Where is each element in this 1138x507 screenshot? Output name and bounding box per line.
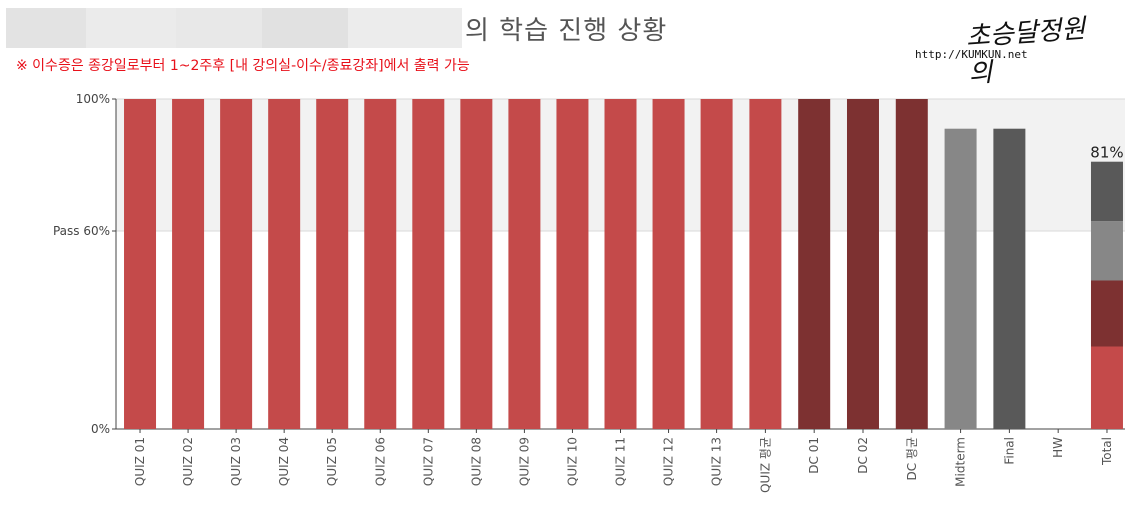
bar-midterm xyxy=(944,128,977,429)
x-tick-label: Midterm xyxy=(954,437,968,487)
bar-quiz-평균 xyxy=(749,99,782,429)
bar-quiz-04 xyxy=(268,99,301,429)
bar-final xyxy=(993,128,1026,429)
bar-quiz-10 xyxy=(556,99,589,429)
x-tick-label: QUIZ 11 xyxy=(614,437,628,486)
x-tick-label: QUIZ 평균 xyxy=(758,437,772,493)
x-tick-label: QUIZ 07 xyxy=(421,437,435,486)
student-name-blurred xyxy=(176,8,262,48)
y-tick-label: 100% xyxy=(76,92,110,106)
site-logo[interactable]: 초승달정원의 http://KUMKUN.net xyxy=(915,12,1095,89)
student-name-blurred xyxy=(348,8,462,48)
bar-quiz-01 xyxy=(124,99,157,429)
x-tick-label: HW xyxy=(1051,437,1065,458)
x-tick-label: QUIZ 02 xyxy=(181,437,195,486)
bar-quiz-02 xyxy=(172,99,205,429)
logo-url: http://KUMKUN.net xyxy=(915,48,1028,61)
x-tick-label: QUIZ 03 xyxy=(229,437,243,486)
bar-dc-02 xyxy=(846,99,879,429)
x-tick-label: QUIZ 05 xyxy=(325,437,339,486)
x-tick-label: QUIZ 08 xyxy=(469,437,483,486)
x-tick-label: QUIZ 09 xyxy=(517,437,531,486)
x-tick-label: Final xyxy=(1002,437,1016,465)
bar-quiz-09 xyxy=(508,99,541,429)
bar-quiz-05 xyxy=(316,99,349,429)
bar-quiz-06 xyxy=(364,99,397,429)
bar-quiz-12 xyxy=(652,99,685,429)
bar-quiz-13 xyxy=(700,99,733,429)
total-bar-segment-midterm xyxy=(1090,221,1123,281)
x-tick-label: DC 02 xyxy=(856,437,870,474)
x-tick-label: QUIZ 12 xyxy=(662,437,676,486)
x-tick-label: QUIZ 04 xyxy=(277,437,291,486)
total-bar-segment-dc xyxy=(1090,280,1123,347)
bar-quiz-03 xyxy=(220,99,253,429)
bar-quiz-11 xyxy=(604,99,637,429)
certificate-notice: ※ 이수증은 종강일로부터 1~2주후 [내 강의실-이수/종료강좌]에서 출력… xyxy=(16,58,470,74)
x-tick-label: DC 01 xyxy=(807,437,821,474)
y-tick-label: 0% xyxy=(91,422,110,436)
y-tick-label: Pass 60% xyxy=(53,224,110,238)
bar-dc-평균 xyxy=(895,99,928,429)
page-title: 의 학습 진행 상황 xyxy=(465,16,668,46)
x-tick-label: QUIZ 13 xyxy=(710,437,724,486)
bar-dc-01 xyxy=(798,99,831,429)
x-tick-label: QUIZ 10 xyxy=(565,437,579,486)
bar-quiz-07 xyxy=(412,99,445,429)
total-bar-segment-final xyxy=(1090,161,1123,222)
x-tick-label: DC 평균 xyxy=(905,437,919,481)
total-bar-segment-quiz xyxy=(1090,346,1123,429)
student-name-blurred xyxy=(86,8,176,48)
x-tick-label: Total xyxy=(1100,437,1114,466)
x-tick-label: QUIZ 01 xyxy=(133,437,147,486)
student-name-blurred xyxy=(6,8,86,48)
bar-quiz-08 xyxy=(460,99,493,429)
student-name-blurred xyxy=(262,8,348,48)
total-data-label: 81% xyxy=(1090,144,1123,162)
x-tick-label: QUIZ 06 xyxy=(373,437,387,486)
